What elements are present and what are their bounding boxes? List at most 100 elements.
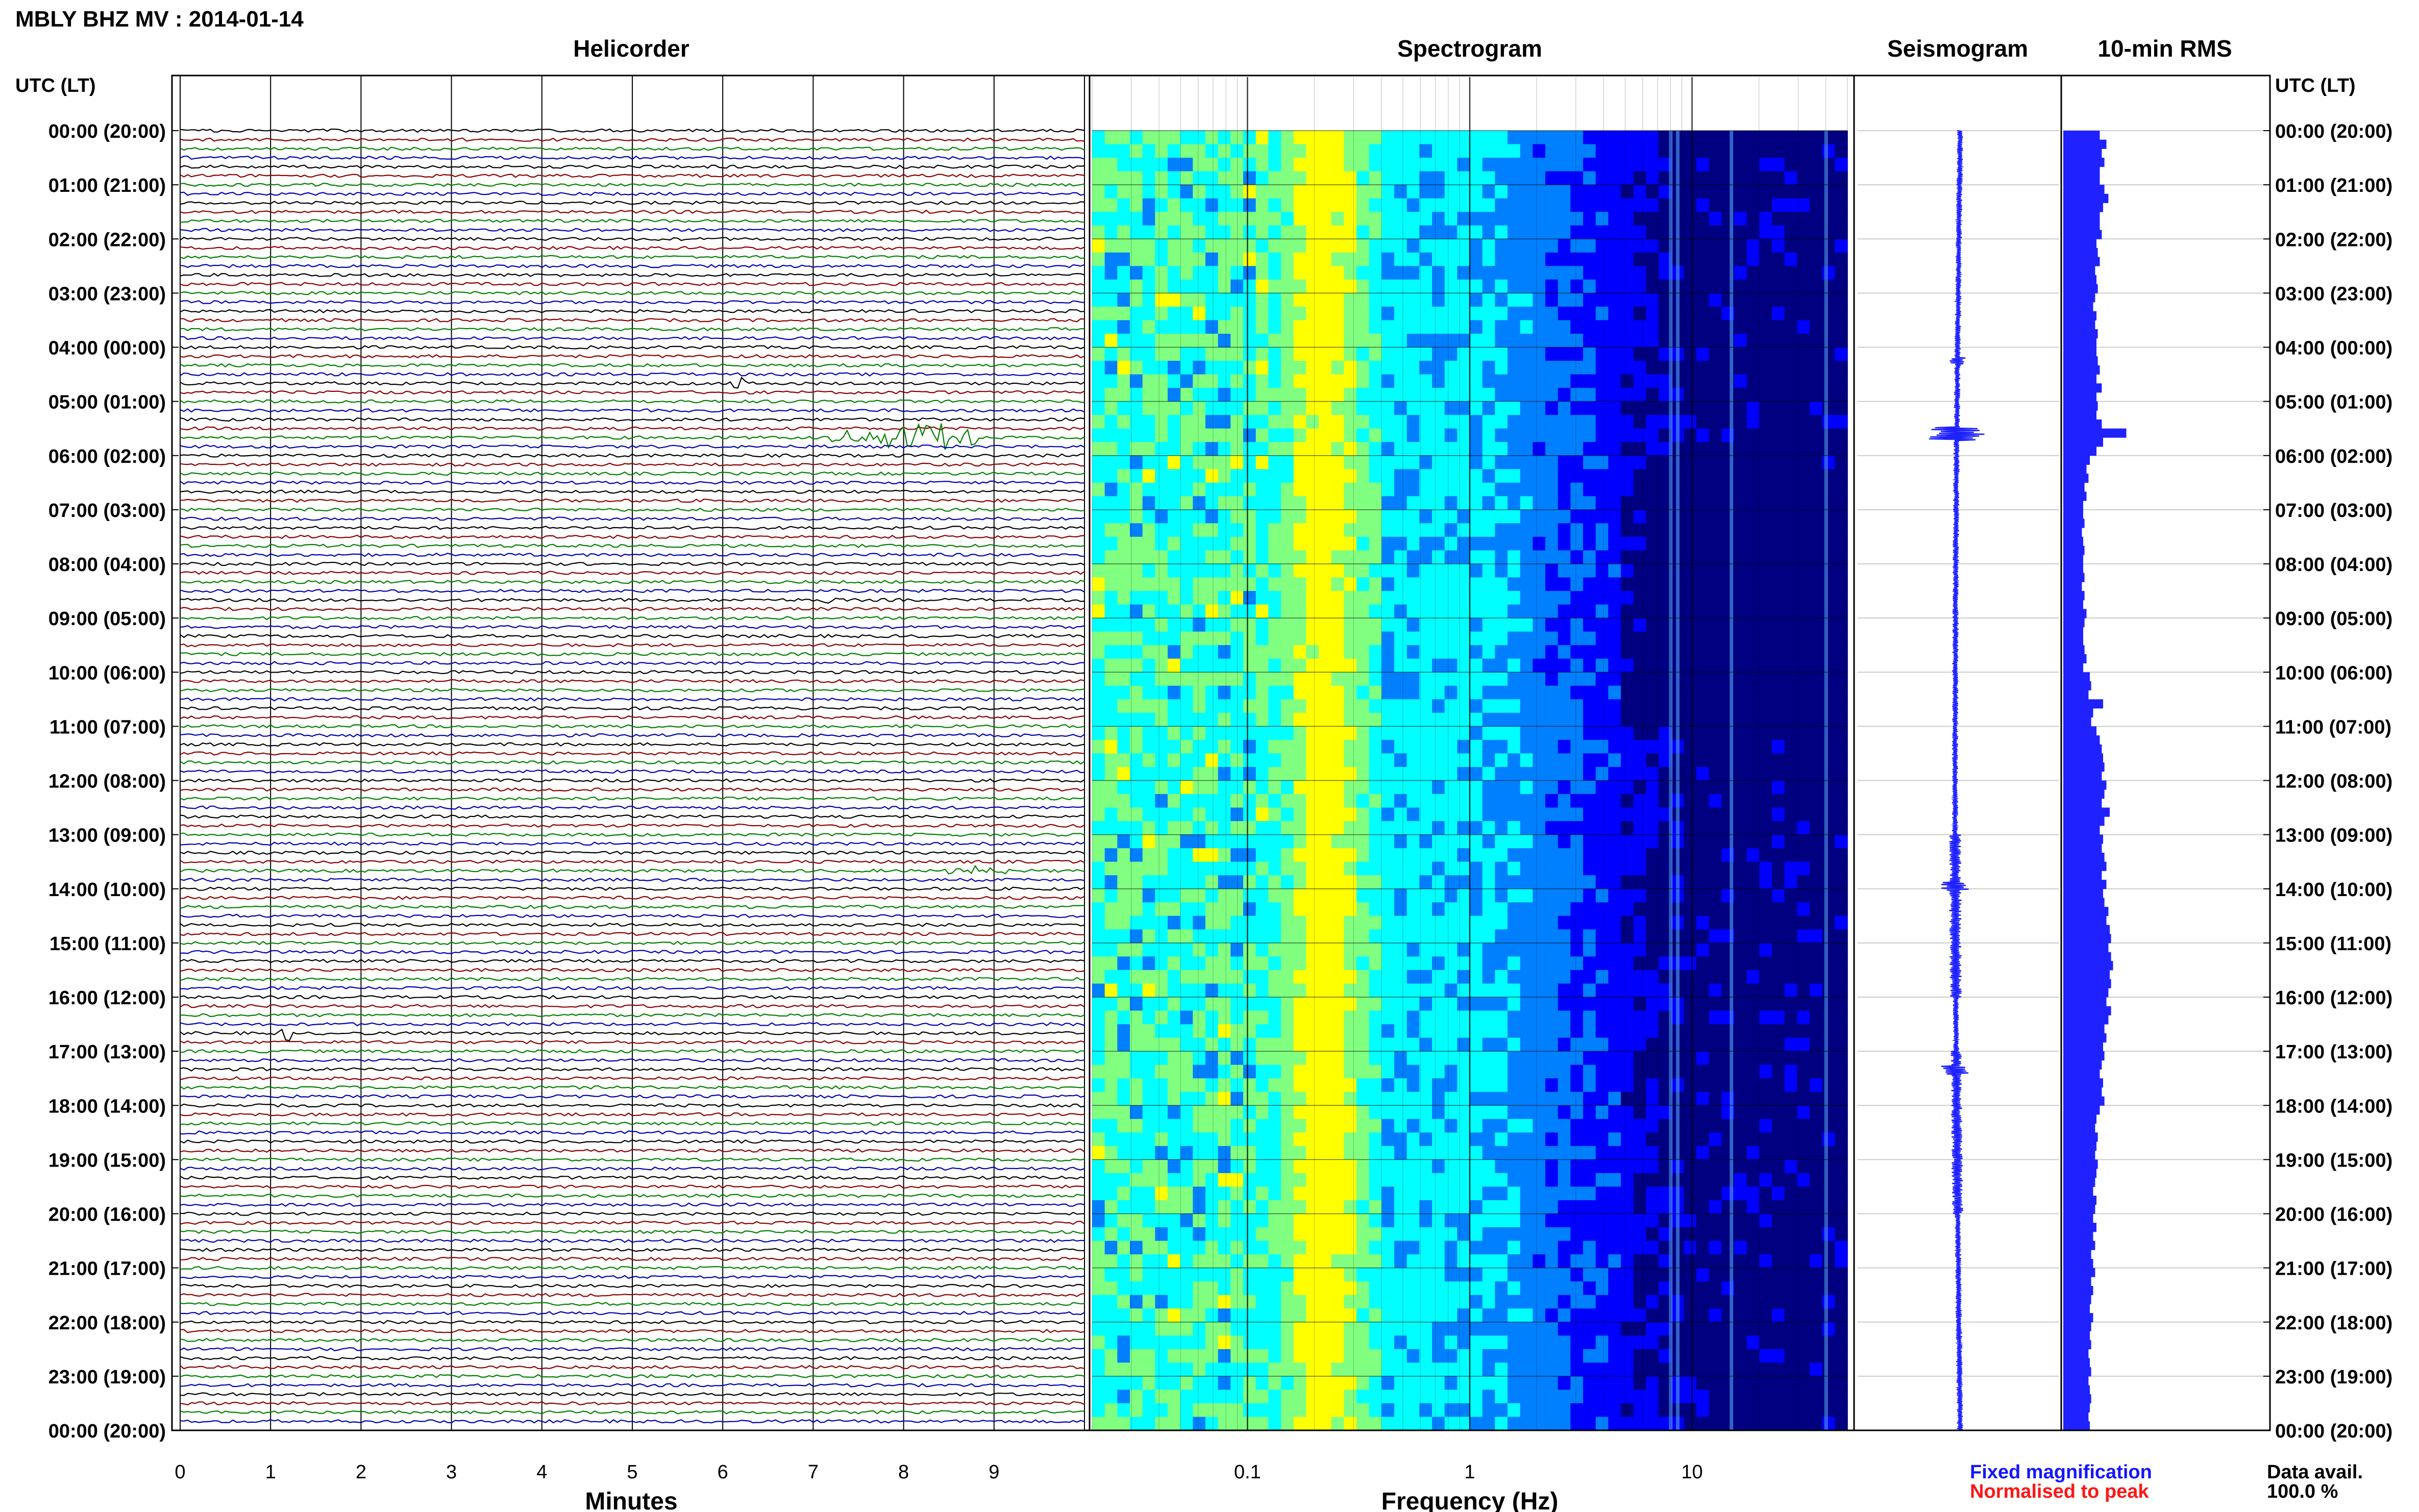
spectrogram-cell <box>1734 455 1747 470</box>
spectrogram-cell <box>1180 929 1194 944</box>
spectrogram-cell <box>1142 591 1156 605</box>
spectrogram-cell <box>1293 1037 1307 1052</box>
spectrogram-cell <box>1470 1146 1483 1160</box>
spectrogram-cell <box>1193 185 1206 199</box>
spectrogram-cell <box>1268 807 1281 822</box>
spectrogram-cell <box>1583 956 1596 971</box>
spectrogram-cell <box>1709 185 1722 199</box>
spectrogram-cell <box>1709 1159 1722 1174</box>
spectrogram-cell <box>1331 577 1345 591</box>
spectrogram-cell <box>1230 266 1244 280</box>
spectrogram-cell <box>1533 144 1546 158</box>
spectrogram-cell <box>1797 1186 1810 1201</box>
spectrogram-cell <box>1230 848 1244 862</box>
spectrogram-cell <box>1835 1146 1848 1160</box>
spectrogram-cell <box>1545 212 1559 226</box>
spectrogram-cell <box>1822 361 1836 375</box>
spectrogram-cell <box>1734 185 1747 199</box>
spectrogram-cell <box>1734 1078 1747 1093</box>
spectrogram-cell <box>1331 469 1345 483</box>
spectrogram-cell <box>1621 1105 1634 1120</box>
spectrogram-cell <box>1130 1037 1143 1052</box>
spectrogram-cell <box>1583 415 1596 429</box>
spectrogram-cell <box>1319 523 1332 537</box>
spectrogram-cell <box>1243 252 1256 267</box>
spectrogram-cell <box>1092 266 1105 280</box>
spectrogram-cell <box>1268 279 1281 294</box>
spectrogram-cell <box>1608 1078 1621 1093</box>
spectrogram-cell <box>1180 158 1194 172</box>
spectrogram-cell <box>1457 185 1470 199</box>
spectrogram-cell <box>1746 848 1760 862</box>
spectrogram-cell <box>1772 428 1785 442</box>
spectrogram-cell <box>1709 767 1722 781</box>
spectrogram-cell <box>1457 523 1470 537</box>
spectrogram-cell <box>1381 645 1395 659</box>
spectrogram-cell <box>1255 1064 1269 1079</box>
spectrogram-cell <box>1822 1213 1836 1228</box>
spectrogram-cell <box>1193 1227 1206 1242</box>
spectrogram-cell <box>1570 1132 1584 1147</box>
spectrogram-cell <box>1470 509 1483 524</box>
spectrogram-cell <box>1646 482 1659 497</box>
spectrogram-cell <box>1822 171 1836 185</box>
spectrogram-cell <box>1696 1024 1710 1038</box>
spectrogram-cell <box>1130 1254 1143 1269</box>
spectrogram-cell <box>1583 347 1596 361</box>
spectrogram-cell <box>1344 388 1357 402</box>
spectrogram-cell <box>1218 401 1231 415</box>
spectrogram-cell <box>1646 266 1659 280</box>
spectrogram-cell <box>1406 293 1420 307</box>
spectrogram-cell <box>1117 1227 1130 1242</box>
spectrogram-cell <box>1092 158 1105 172</box>
spectrogram-cell <box>1508 821 1521 835</box>
spectrogram-cell <box>1696 252 1710 267</box>
spectrogram-cell <box>1621 807 1634 822</box>
spectrogram-cell <box>1168 131 1181 145</box>
spectrogram-cell <box>1784 428 1798 442</box>
spectrogram-cell <box>1646 252 1659 267</box>
spectrogram-cell <box>1406 1024 1420 1038</box>
spectrogram-cell <box>1784 983 1798 998</box>
spectrogram-cell <box>1369 266 1383 280</box>
spectrogram-cell <box>1545 780 1559 795</box>
spectrogram-cell <box>1646 1132 1659 1147</box>
spectrogram-cell <box>1696 875 1710 889</box>
spectrogram-cell <box>1268 1159 1281 1174</box>
spectrogram-cell <box>1293 1092 1307 1106</box>
spectrogram-cell <box>1759 794 1772 808</box>
spectrogram-cell <box>1193 1037 1206 1052</box>
spectrogram-cell <box>1381 428 1395 442</box>
spectrogram-cell <box>1180 861 1194 876</box>
spectrogram-cell <box>1230 415 1244 429</box>
spectrogram-cell <box>1646 780 1659 795</box>
spectrogram-cell <box>1268 915 1281 930</box>
spectrogram-cell <box>1268 888 1281 903</box>
spectrogram-cell <box>1759 712 1772 727</box>
spectrogram-cell <box>1255 861 1269 876</box>
spectrogram-cell <box>1457 631 1470 646</box>
spectrogram-cell <box>1356 848 1370 862</box>
spectrogram-cell <box>1608 915 1621 930</box>
spectrogram-cell <box>1243 225 1256 239</box>
spectrogram-cell <box>1696 794 1710 808</box>
spectrogram-cell <box>1457 401 1470 415</box>
spectrogram-cell <box>1558 821 1571 835</box>
spectrogram-cell <box>1394 1159 1408 1174</box>
spectrogram-cell <box>1104 739 1118 754</box>
spectrogram-cell <box>1545 1132 1559 1147</box>
spectrogram-cell <box>1533 1213 1546 1228</box>
spectrogram-cell <box>1293 415 1307 429</box>
spectrogram-cell <box>1508 212 1521 226</box>
spectrogram-cell <box>1784 915 1798 930</box>
spectrogram-cell <box>1784 929 1798 944</box>
spectrogram-cell <box>1306 861 1319 876</box>
spectrogram-cell <box>1595 320 1609 334</box>
spectrogram-cell <box>1218 1186 1231 1201</box>
spectrogram-cell <box>1092 550 1105 564</box>
spectrogram-cell <box>1734 361 1747 375</box>
spectrogram-cell <box>1772 482 1785 497</box>
spectrogram-cell <box>1142 712 1156 727</box>
spectrogram-cell <box>1457 198 1470 212</box>
spectrogram-cell <box>1608 685 1621 700</box>
